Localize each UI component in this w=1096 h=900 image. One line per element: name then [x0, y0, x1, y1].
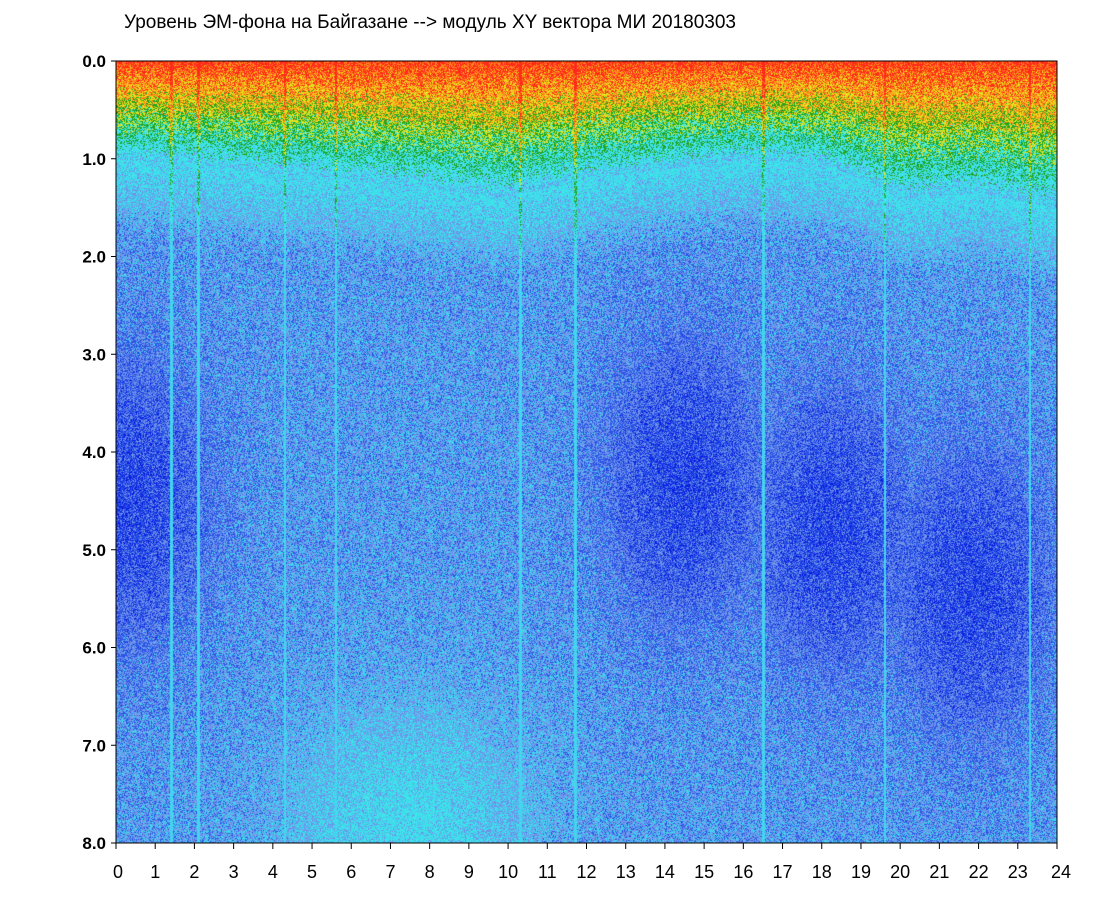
- y-axis: 0.0 1.0 2.0 3.0 4.0 5.0 6.0 7.0 8.0: [82, 52, 116, 853]
- x-tick-label: 14: [655, 862, 675, 882]
- x-tick-label: 15: [694, 862, 714, 882]
- x-tick-label: 11: [538, 862, 557, 882]
- x-tick-label: 10: [498, 862, 518, 882]
- x-tick-label: 3: [229, 862, 239, 882]
- y-tick-label: 1.0: [82, 150, 106, 169]
- y-tick-label: 0.0: [82, 52, 106, 71]
- chart-title: Уровень ЭМ-фона на Байгазане --> модуль …: [124, 12, 736, 33]
- y-tick-label: 7.0: [82, 736, 106, 755]
- x-tick-label: 5: [307, 862, 317, 882]
- x-tick-label: 20: [890, 862, 910, 882]
- x-tick-label: 6: [346, 862, 356, 882]
- x-tick-label: 9: [464, 862, 474, 882]
- y-tick-label: 4.0: [82, 443, 106, 462]
- x-tick-label: 12: [576, 862, 596, 882]
- y-tick-label: 3.0: [82, 345, 106, 364]
- y-tick-label: 5.0: [82, 541, 106, 560]
- x-tick-label: 22: [969, 862, 989, 882]
- x-axis: 0 1 2 3 4 5 6 7 8 9 10 11 12 13 14 15 16 17 18 19 20 21 22 23 24: [113, 843, 1071, 882]
- x-tick-label: 16: [733, 862, 753, 882]
- x-tick-label: 18: [812, 862, 832, 882]
- heatmap-canvas: [116, 61, 1057, 843]
- x-tick-label: 8: [425, 862, 435, 882]
- y-tick-label: 6.0: [82, 639, 106, 658]
- x-tick-label: 13: [616, 862, 636, 882]
- x-tick-label: 23: [1008, 862, 1028, 882]
- x-tick-label: 1: [150, 862, 160, 882]
- x-tick-label: 4: [268, 862, 278, 882]
- plot-area: [115, 60, 1058, 844]
- heatmap-container: [116, 61, 1057, 843]
- x-tick-label: 17: [773, 862, 793, 882]
- y-tick-label: 8.0: [82, 834, 106, 853]
- x-tick-label: 7: [385, 862, 395, 882]
- y-tick-label: 2.0: [82, 248, 106, 267]
- x-tick-label: 19: [851, 862, 871, 882]
- x-tick-label: 2: [189, 862, 199, 882]
- x-tick-label: 0: [113, 862, 123, 882]
- x-tick-label: 21: [929, 862, 949, 882]
- x-tick-label: 24: [1051, 862, 1071, 882]
